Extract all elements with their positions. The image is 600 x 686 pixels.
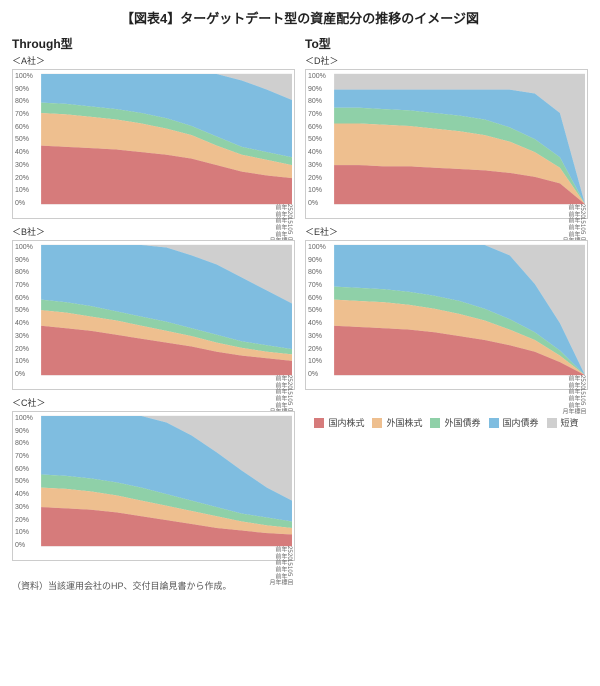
legend-item: 外国債券 [430, 416, 480, 429]
legend-item: 外国株式 [372, 416, 422, 429]
chart-A-wrap: ＜A社＞ 0%10%20%30%40%50%60%70%80%90%100%25… [12, 54, 295, 219]
legend-item: 国内債券 [489, 416, 539, 429]
legend-swatch [314, 418, 324, 428]
legend: 国内株式 外国株式 外国債券 国内債券 短資 [305, 396, 588, 437]
x-tick: 15年前 [334, 217, 585, 224]
x-tick: 10年前 [41, 566, 292, 573]
legend-swatch [547, 418, 557, 428]
chart-grid: Through型 ＜A社＞ 0%10%20%30%40%50%60%70%80%… [12, 35, 588, 567]
x-tick: 15年前 [41, 559, 292, 566]
legend-label: 国内債券 [503, 416, 539, 429]
legend-swatch [489, 418, 499, 428]
x-tick: 15年前 [334, 388, 585, 395]
right-column: To型 ＜D社＞ 0%10%20%30%40%50%60%70%80%90%10… [305, 35, 588, 567]
chart-D: 0%10%20%30%40%50%60%70%80%90%100%25年前20年… [305, 69, 588, 219]
chart-B-label: ＜B社＞ [12, 225, 295, 238]
x-tick: 15年前 [41, 217, 292, 224]
x-tick: 5年前 [41, 573, 292, 579]
chart-C: 0%10%20%30%40%50%60%70%80%90%100%25年前20年… [12, 411, 295, 561]
footnote: （資料）当該運用会社のHP、交付目論見書から作成。 [12, 579, 588, 592]
legend-label: 外国債券 [444, 416, 480, 429]
chart-A: 0%10%20%30%40%50%60%70%80%90%100%25年前20年… [12, 69, 295, 219]
left-column: Through型 ＜A社＞ 0%10%20%30%40%50%60%70%80%… [12, 35, 295, 567]
chart-C-wrap: ＜C社＞ 0%10%20%30%40%50%60%70%80%90%100%25… [12, 396, 295, 561]
legend-swatch [430, 418, 440, 428]
chart-A-label: ＜A社＞ [12, 54, 295, 67]
chart-B: 0%10%20%30%40%50%60%70%80%90%100%25年前20年… [12, 240, 295, 390]
legend-label: 国内株式 [328, 416, 364, 429]
chart-E: 0%10%20%30%40%50%60%70%80%90%100%25年前20年… [305, 240, 588, 390]
legend-label: 短資 [561, 416, 579, 429]
x-tick: 15年前 [41, 388, 292, 395]
chart-B-wrap: ＜B社＞ 0%10%20%30%40%50%60%70%80%90%100%25… [12, 225, 295, 390]
chart-E-wrap: ＜E社＞ 0%10%20%30%40%50%60%70%80%90%100%25… [305, 225, 588, 390]
chart-title: 【図表4】ターゲットデート型の資産配分の推移のイメージ図 [12, 8, 588, 27]
chart-C-label: ＜C社＞ [12, 396, 295, 409]
right-column-header: To型 [305, 35, 588, 52]
chart-D-wrap: ＜D社＞ 0%10%20%30%40%50%60%70%80%90%100%25… [305, 54, 588, 219]
legend-label: 外国株式 [386, 416, 422, 429]
left-column-header: Through型 [12, 35, 295, 52]
chart-E-label: ＜E社＞ [305, 225, 588, 238]
legend-item: 国内株式 [314, 416, 364, 429]
legend-swatch [372, 418, 382, 428]
legend-item: 短資 [547, 416, 579, 429]
chart-D-label: ＜D社＞ [305, 54, 588, 67]
